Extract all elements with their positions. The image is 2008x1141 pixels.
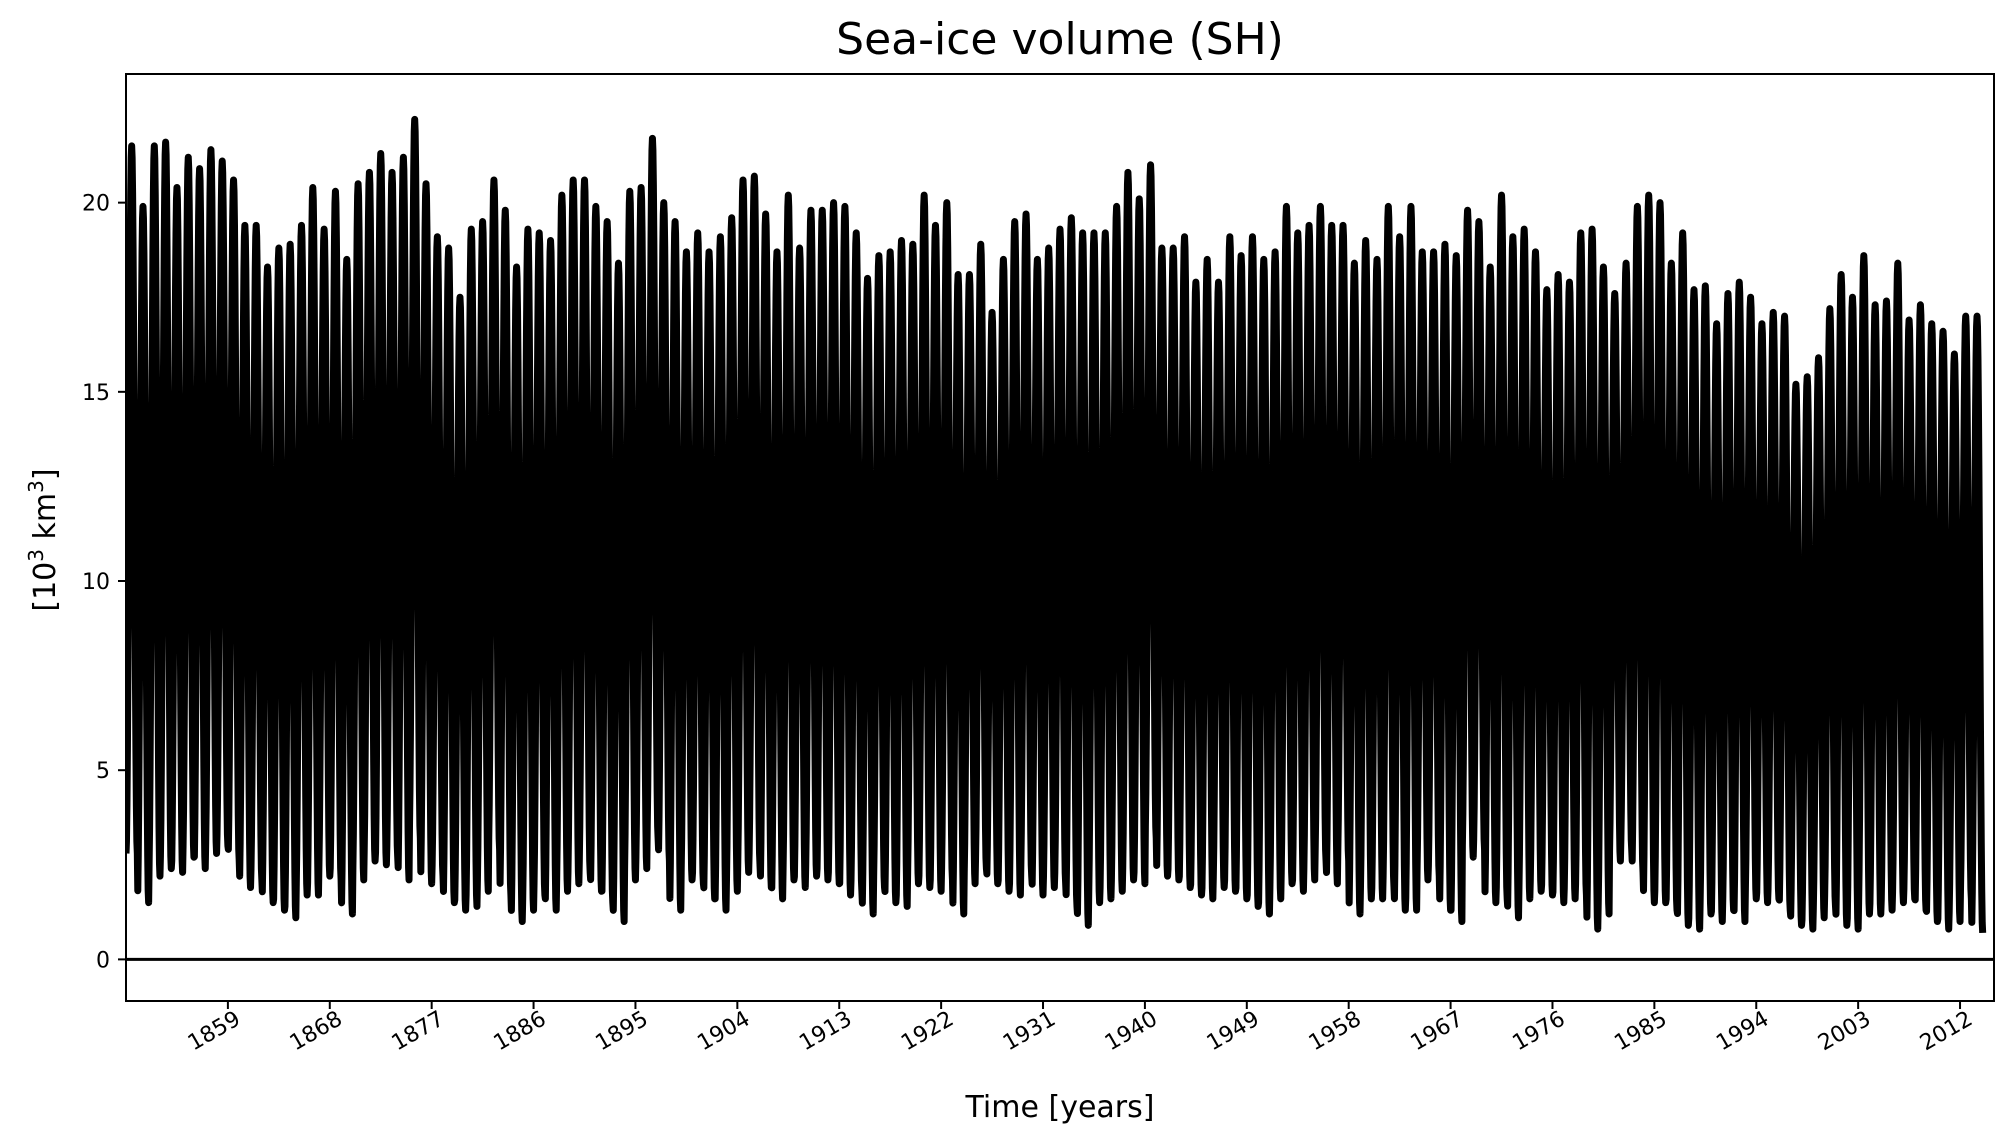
y-axis-label-exp1: 3 <box>24 549 48 562</box>
y-tick-label: 20 <box>82 192 110 217</box>
y-tick-label: 15 <box>82 381 110 406</box>
y-axis-label-exp2: 3 <box>24 480 48 493</box>
chart-title: Sea-ice volume (SH) <box>836 14 1284 65</box>
y-axis-label-part2: km <box>28 493 63 549</box>
y-tick-label: 5 <box>96 759 110 784</box>
y-tick-label: 0 <box>96 948 110 973</box>
y-axis-label-part3: ] <box>28 468 63 480</box>
y-axis-label-part1: [10 <box>28 562 63 612</box>
plot-area <box>126 115 1987 934</box>
y-tick-label: 10 <box>82 570 110 595</box>
series-line-0 <box>126 115 1987 934</box>
x-axis-label: Time [years] <box>965 1090 1155 1125</box>
axes-frame <box>125 73 1995 1002</box>
y-axis: 0 5 10 15 20 <box>82 192 126 973</box>
y-axis-label: [103 km3] <box>24 468 63 611</box>
